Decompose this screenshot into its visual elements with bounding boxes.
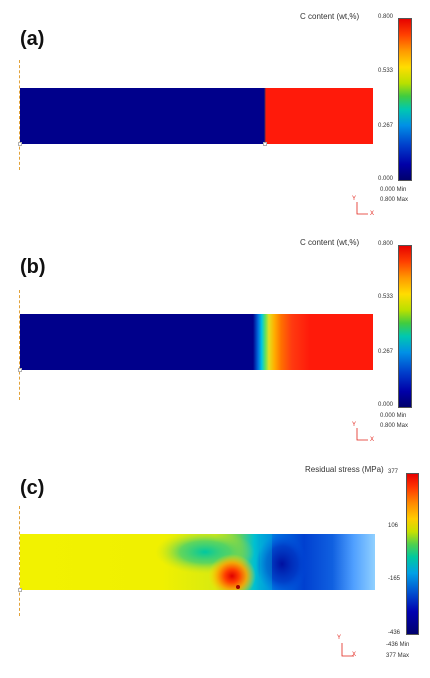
tick-c-2: -165 — [388, 576, 401, 582]
axis-triad-b — [356, 428, 368, 441]
node-marker-b-left — [18, 368, 22, 372]
stress-field-c — [20, 534, 375, 590]
max-row-b: 0.800 Max — [380, 423, 409, 429]
min-row-c: -436 Min — [386, 642, 410, 648]
tick-a-2: 0.267 — [378, 123, 394, 129]
panel-c: (c) — [0, 451, 430, 678]
low-carbon-region-a — [20, 88, 265, 144]
colorbar-b — [398, 245, 412, 408]
legend-title-c: Residual stress (MPa) — [305, 465, 384, 474]
axis-label-x-a: X — [370, 211, 375, 217]
tick-b-1: 0.533 — [378, 294, 394, 300]
axis-label-y-a: Y — [352, 196, 357, 202]
node-marker-c-left — [18, 588, 22, 592]
axis-label-x-b: X — [370, 437, 375, 443]
high-carbon-region-a — [265, 88, 373, 144]
compressive-peak-c — [256, 534, 308, 590]
carbon-field-a — [20, 88, 373, 144]
node-marker-a-mid — [263, 142, 267, 146]
tick-c-1: 106 — [388, 523, 399, 529]
carbon-field-b — [20, 314, 373, 370]
axis-label-x-c: X — [352, 652, 357, 658]
axis-label-y-c: Y — [337, 635, 342, 641]
panel-label-c: (c) — [20, 477, 45, 499]
peak-node-c — [236, 585, 240, 589]
colorbar-a — [398, 18, 412, 181]
tick-b-2: 0.267 — [378, 349, 394, 355]
tick-b-0: 0.800 — [378, 241, 394, 247]
panel-label-b: (b) — [20, 256, 46, 278]
tick-a-3: 0.000 — [378, 176, 394, 182]
axis-triad-a — [356, 202, 368, 215]
panel-a: (a) C content (wt,%) 0.800 0. — [0, 0, 430, 225]
tick-a-1: 0.533 — [378, 68, 394, 74]
node-marker-a-left — [18, 142, 22, 146]
legend-title-b: C content (wt,%) — [300, 238, 360, 247]
left-edge-marker-a — [19, 60, 20, 170]
min-row-b: 0.000 Min — [380, 413, 407, 419]
tensile-peak-c — [208, 554, 256, 590]
tick-a-0: 0.800 — [378, 14, 394, 20]
tick-b-3: 0.000 — [378, 402, 394, 408]
colorbar-c — [406, 473, 419, 635]
tick-c-3: -436 — [388, 630, 401, 636]
max-row-c: 377 Max — [386, 653, 410, 659]
left-edge-marker-b — [19, 290, 20, 400]
panel-label-a: (a) — [20, 28, 45, 50]
min-row-a: 0.000 Min — [380, 187, 407, 193]
left-edge-marker-c — [19, 506, 20, 616]
panel-b: (b) C content (wt,%) 0.800 0.533 0.267 — [0, 225, 430, 451]
max-row-a: 0.800 Max — [380, 197, 409, 203]
tick-c-0: 377 — [388, 469, 399, 475]
axis-triad-c — [341, 643, 354, 657]
graded-carbon-region-b — [20, 314, 373, 370]
legend-title-a: C content (wt,%) — [300, 12, 360, 21]
axis-label-y-b: Y — [352, 422, 357, 428]
interface-band-c — [260, 534, 272, 590]
